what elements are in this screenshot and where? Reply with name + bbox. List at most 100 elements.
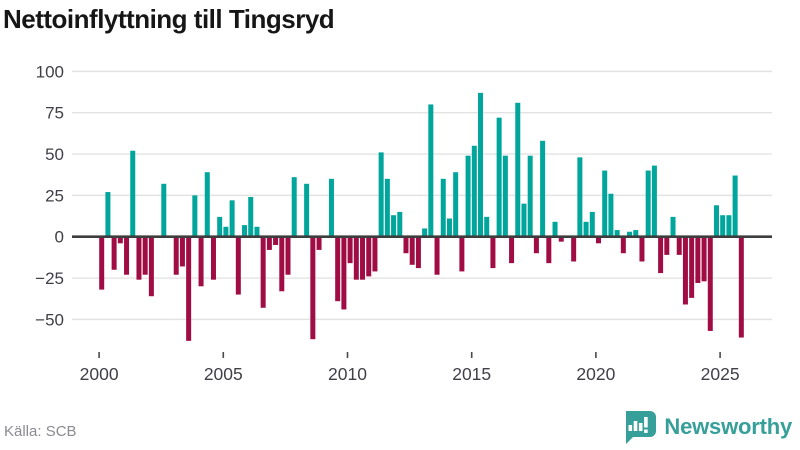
newsworthy-branding: Newsworthy: [620, 410, 792, 444]
bar-2005Q4: [242, 225, 248, 237]
bar-2008Q3: [310, 236, 316, 340]
y-axis-tick-label: 100: [36, 62, 64, 81]
bar-2020Q2: [602, 170, 608, 237]
bar-2016Q2: [502, 155, 508, 237]
bar-2016Q4: [515, 102, 521, 237]
bar-2024Q2: [701, 236, 707, 282]
bar-2012Q1: [397, 211, 403, 237]
bar-2013Q1: [422, 228, 428, 237]
source-caption: Källa: SCB: [4, 423, 77, 440]
x-axis-tick-label: 2020: [576, 364, 615, 384]
bar-2024Q4: [713, 205, 719, 237]
bar-2015Q1: [471, 145, 477, 237]
bar-2014Q3: [459, 236, 465, 272]
bar-2017Q1: [521, 203, 527, 237]
bar-2003Q3: [186, 236, 192, 341]
bar-2012Q2: [403, 236, 409, 254]
bar-2019Q4: [589, 211, 595, 237]
x-axis-tick-label: 2015: [452, 364, 491, 384]
bar-2003Q4: [192, 195, 198, 237]
bar-2019Q1: [571, 236, 577, 262]
bar-2016Q1: [496, 117, 502, 237]
y-axis-tick-label: 0: [55, 228, 64, 247]
x-axis-tick-label: 2005: [204, 364, 243, 384]
bar-2025Q3: [732, 175, 738, 237]
x-axis-tick-label: 2000: [80, 364, 119, 384]
x-axis-tick-label: 2025: [701, 364, 740, 384]
bar-2001Q3: [136, 236, 142, 280]
y-axis-tick-label: −50: [35, 310, 64, 329]
bar-2011Q4: [391, 215, 397, 237]
bar-2007Q3: [285, 236, 291, 275]
bar-2002Q3: [161, 183, 167, 237]
bar-2015Q3: [484, 216, 490, 237]
newsworthy-logo-icon: [626, 411, 657, 444]
y-axis-tick-label: 25: [45, 186, 64, 205]
bar-2005Q2: [229, 200, 235, 237]
bar-2004Q3: [210, 236, 216, 280]
bar-2025Q1: [720, 215, 726, 237]
bar-2006Q4: [266, 236, 272, 250]
bar-2007Q1: [273, 236, 279, 245]
bar-2001Q4: [142, 236, 148, 275]
bar-2025Q4: [738, 236, 744, 338]
bar-2011Q1: [372, 236, 378, 272]
bar-2000Q1: [99, 236, 105, 290]
bar-2009Q3: [335, 236, 341, 302]
bar-2004Q4: [217, 216, 223, 237]
bar-2006Q1: [248, 197, 254, 237]
bar-2000Q3: [111, 236, 117, 270]
y-axis-tick-label: 75: [45, 104, 64, 123]
bar-2023Q2: [676, 236, 682, 255]
bar-2010Q1: [347, 236, 353, 264]
bar-2021Q2: [627, 231, 633, 237]
bar-2001Q1: [124, 236, 130, 275]
bar-2021Q1: [620, 236, 626, 254]
bar-2013Q3: [434, 236, 440, 275]
bar-2012Q3: [409, 236, 415, 265]
bar-2015Q2: [478, 92, 484, 237]
bar-2008Q4: [316, 236, 322, 250]
bar-2018Q3: [558, 236, 564, 242]
bar-2013Q2: [428, 104, 434, 237]
bar-2000Q4: [117, 236, 123, 244]
bar-2009Q4: [341, 236, 347, 310]
bar-2022Q1: [645, 170, 651, 237]
bar-2004Q2: [204, 172, 210, 237]
bar-2005Q3: [235, 236, 241, 295]
bar-2021Q4: [639, 236, 645, 262]
bar-2007Q2: [279, 236, 285, 292]
bar-2023Q4: [689, 236, 695, 298]
bar-2006Q3: [260, 236, 266, 308]
bar-2023Q1: [670, 216, 676, 237]
bar-2024Q1: [695, 236, 701, 283]
bar-2024Q3: [707, 236, 713, 331]
bar-2015Q4: [490, 236, 496, 269]
bar-2009Q2: [328, 178, 334, 237]
bar-2025Q2: [726, 215, 732, 237]
newsworthy-logo-text: Newsworthy: [664, 414, 792, 439]
bar-2014Q2: [453, 172, 459, 237]
bar-2022Q3: [658, 236, 664, 274]
bar-2010Q3: [360, 236, 366, 280]
bar-2014Q1: [446, 218, 452, 237]
bar-2021Q3: [633, 230, 639, 237]
bar-2017Q2: [527, 155, 533, 237]
bar-2018Q2: [552, 221, 558, 237]
bar-2004Q1: [198, 236, 204, 287]
bar-2011Q3: [384, 178, 390, 237]
y-axis-tick-label: 50: [45, 145, 64, 164]
bar-2019Q2: [577, 157, 583, 237]
bar-2022Q4: [664, 236, 670, 255]
y-axis-tick-label: −25: [35, 269, 64, 288]
bar-2003Q2: [179, 236, 185, 267]
bar-2005Q1: [223, 226, 229, 237]
bar-2016Q3: [509, 236, 515, 264]
bar-2017Q4: [540, 140, 546, 237]
bar-2017Q3: [533, 236, 539, 254]
bar-2013Q4: [440, 178, 446, 237]
bar-2012Q4: [415, 236, 421, 269]
chart-title: Nettoinflyttning till Tingsryd: [3, 4, 335, 34]
